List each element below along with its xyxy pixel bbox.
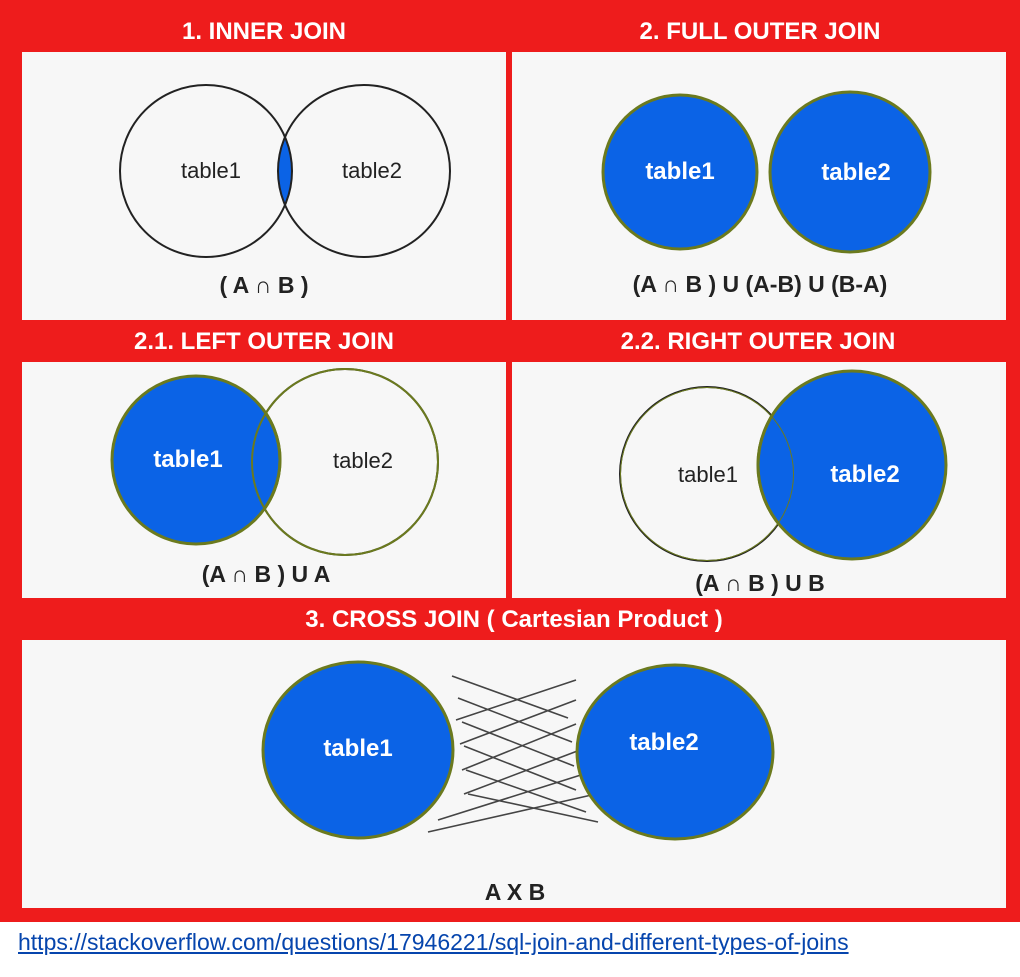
- venn-full-outer-join: table1 table2 (A ∩ B ) U (A-B) U (B-A): [601, 90, 932, 297]
- circle-table2: [277, 84, 451, 258]
- panel-inner-join: [22, 52, 506, 320]
- cross-join-diagram: table1 table2 A X B: [261, 660, 775, 905]
- label-table2: table2: [333, 448, 393, 473]
- source-link[interactable]: https://stackoverflow.com/questions/1794…: [18, 929, 849, 955]
- formula: (A ∩ B ) U B: [695, 570, 824, 596]
- venn-right-outer-join: table1 table2 (A ∩ B ) U B: [619, 369, 948, 596]
- label-table1: table1: [645, 158, 714, 185]
- cross-lines: [427, 675, 599, 833]
- overlap-outline: [756, 387, 794, 561]
- label-table1: table1: [323, 735, 392, 762]
- circle-table1: [601, 93, 759, 251]
- panel-cross-join: [22, 640, 1006, 908]
- overlap-outline: [252, 374, 282, 546]
- label-table1: table1: [181, 158, 241, 183]
- formula: ( A ∩ B ): [219, 272, 308, 298]
- label-table1: table1: [678, 462, 738, 487]
- title-right-outer-join: 2.2. RIGHT OUTER JOIN: [621, 328, 896, 355]
- title-left-outer-join: 2.1. LEFT OUTER JOIN: [134, 328, 394, 355]
- circle-table2: [768, 90, 932, 254]
- label-table2: table2: [830, 461, 899, 488]
- formula: (A ∩ B ) U (A-B) U (B-A): [633, 271, 888, 297]
- circle-table2: [575, 663, 775, 841]
- table2-arc-outline: [251, 368, 439, 556]
- title-full-outer-join: 2. FULL OUTER JOIN: [640, 18, 881, 45]
- circle-table1: [261, 660, 455, 840]
- sql-joins-diagram: 1. INNER JOIN 2. FULL OUTER JOIN 2.1. LE…: [0, 0, 1020, 922]
- formula: (A ∩ B ) U A: [202, 561, 331, 587]
- circle-table1: [119, 84, 293, 258]
- label-table2: table2: [629, 729, 698, 756]
- formula: A X B: [485, 879, 546, 905]
- label-table2: table2: [342, 158, 402, 183]
- title-cross-join: 3. CROSS JOIN ( Cartesian Product ): [305, 606, 722, 633]
- title-inner-join: 1. INNER JOIN: [182, 18, 346, 45]
- venn-inner-join: table1 table2 ( A ∩ B ): [119, 84, 451, 298]
- label-table1: table1: [153, 446, 222, 473]
- label-table2: table2: [821, 159, 890, 186]
- venn-left-outer-join: table1 table2 (A ∩ B ) U A: [110, 368, 439, 587]
